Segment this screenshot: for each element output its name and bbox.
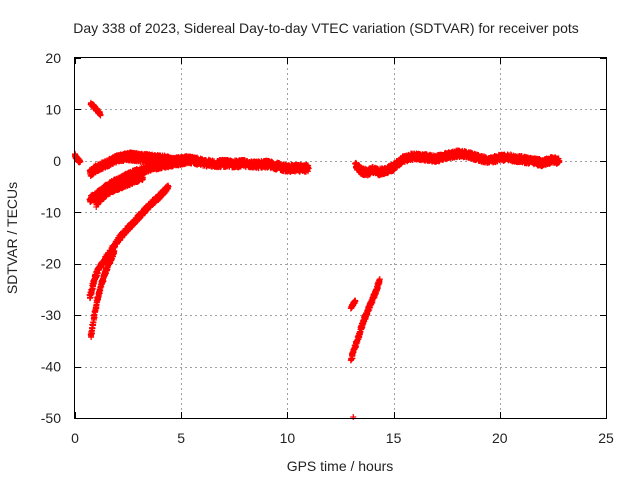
y-tick-label: -30 [41,307,61,323]
x-tick-label: 0 [71,430,79,446]
x-tick-label: 5 [177,430,185,446]
data-point [139,174,146,181]
x-tick-label: 25 [598,430,614,446]
axis-ticks [75,58,607,419]
y-tick-label: -50 [41,410,61,426]
x-tick-label: 20 [492,430,508,446]
y-tick-label: 0 [53,153,61,169]
y-tick-label: -40 [41,359,61,375]
data-points [72,99,563,420]
x-tick-label: 10 [280,430,296,446]
tick-labels: 0 5 10 15 20 25 -50 -40 -30 -20 -10 0 10 20 [41,50,614,446]
grid-lines [75,58,606,418]
y-tick-label: 10 [45,101,61,117]
data-point [111,247,118,254]
x-tick-label: 15 [386,430,402,446]
y-tick-label: -20 [41,256,61,272]
data-point [165,183,172,190]
data-point [97,111,104,118]
data-point [182,158,189,165]
data-point [77,158,84,165]
y-tick-label: -10 [41,204,61,220]
chart-title: Day 338 of 2023, Sidereal Day-to-day VTE… [73,20,579,36]
data-point [305,165,312,172]
y-tick-label: 20 [45,50,61,66]
